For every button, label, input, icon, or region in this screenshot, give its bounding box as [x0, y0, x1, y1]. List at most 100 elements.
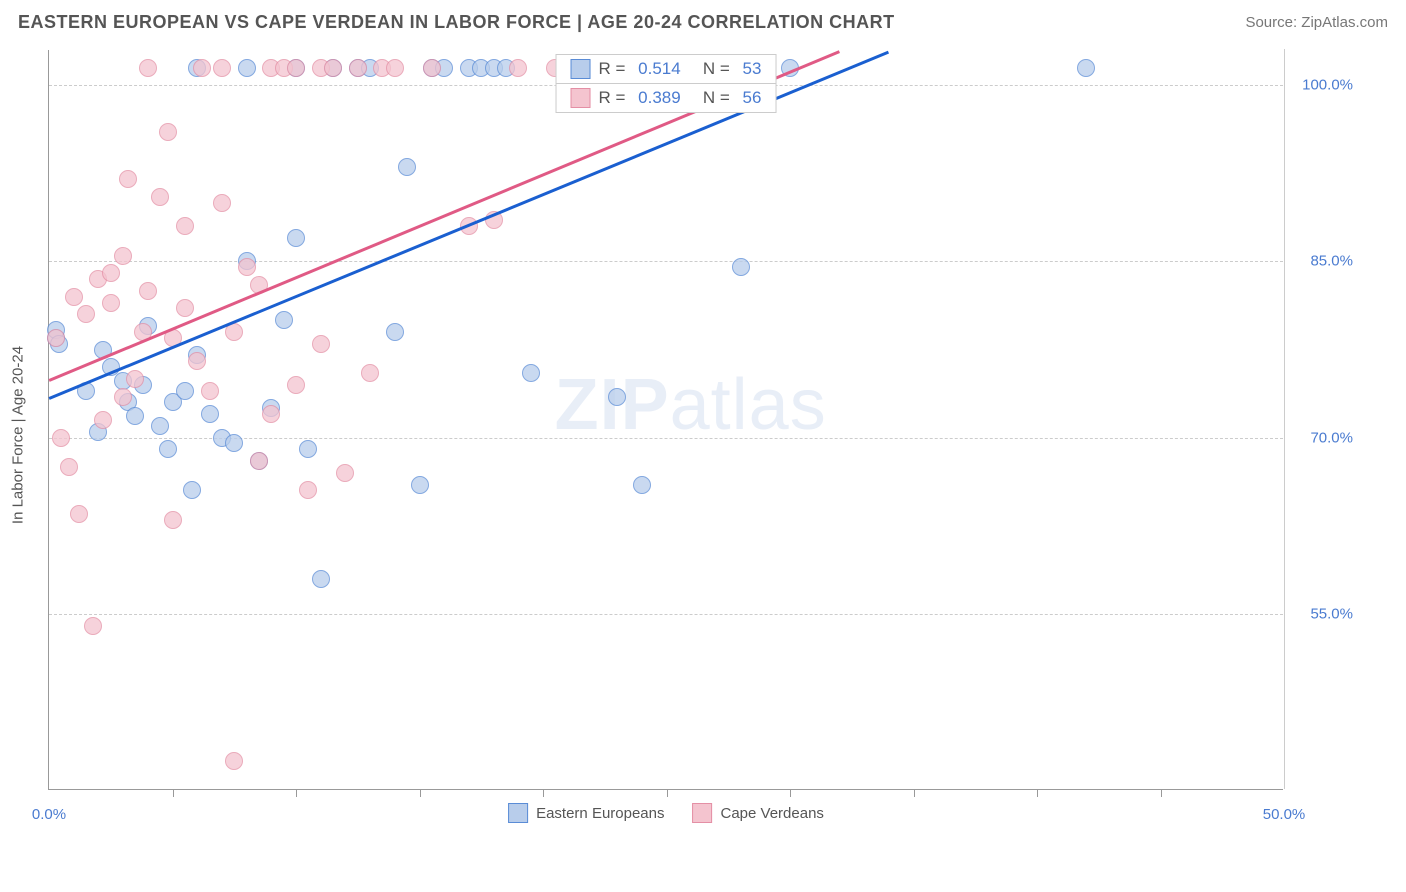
data-point	[238, 258, 256, 276]
r-label: R =	[599, 88, 631, 108]
data-point	[250, 452, 268, 470]
legend-swatch	[571, 88, 591, 108]
x-tick-label: 50.0%	[1263, 806, 1306, 823]
data-point	[225, 752, 243, 770]
data-point	[183, 481, 201, 499]
data-point	[119, 170, 137, 188]
data-point	[159, 440, 177, 458]
data-point	[139, 282, 157, 300]
watermark-light: atlas	[670, 365, 827, 445]
data-point	[262, 405, 280, 423]
data-point	[1077, 59, 1095, 77]
data-point	[349, 59, 367, 77]
data-point	[77, 305, 95, 323]
data-point	[312, 335, 330, 353]
data-point	[126, 370, 144, 388]
x-tick-label: 0.0%	[32, 806, 66, 823]
y-axis-label: In Labor Force | Age 20-24	[10, 346, 27, 524]
data-point	[188, 352, 206, 370]
y-tick-label: 100.0%	[1293, 77, 1353, 94]
data-point	[52, 429, 70, 447]
x-tick-mark	[173, 789, 174, 797]
data-point	[47, 329, 65, 347]
series-legend: Eastern Europeans Cape Verdeans	[508, 803, 824, 823]
data-point	[114, 247, 132, 265]
data-point	[213, 194, 231, 212]
data-point	[126, 407, 144, 425]
data-point	[151, 417, 169, 435]
data-point	[608, 388, 626, 406]
x-tick-mark	[1161, 789, 1162, 797]
r-value: 0.514	[638, 59, 681, 79]
data-point	[213, 59, 231, 77]
chart-area: In Labor Force | Age 20-24 ZIPatlas R = …	[48, 50, 1368, 820]
n-value: 56	[743, 88, 762, 108]
data-point	[522, 364, 540, 382]
legend-label: Eastern Europeans	[536, 805, 664, 822]
data-point	[60, 458, 78, 476]
y-tick-label: 55.0%	[1293, 605, 1353, 622]
legend-item: Eastern Europeans	[508, 803, 664, 823]
x-tick-mark	[420, 789, 421, 797]
watermark: ZIPatlas	[555, 364, 827, 446]
watermark-bold: ZIP	[555, 365, 670, 445]
data-point	[324, 59, 342, 77]
data-point	[176, 217, 194, 235]
r-value: 0.389	[638, 88, 681, 108]
legend-swatch	[693, 803, 713, 823]
chart-source: Source: ZipAtlas.com	[1245, 14, 1388, 31]
gridline	[49, 261, 1283, 262]
n-label: N =	[689, 59, 735, 79]
data-point	[238, 59, 256, 77]
data-point	[164, 511, 182, 529]
data-point	[176, 299, 194, 317]
correlation-legend-row: R = 0.389 N = 56	[556, 83, 777, 113]
data-point	[84, 617, 102, 635]
y-tick-label: 85.0%	[1293, 253, 1353, 270]
data-point	[201, 382, 219, 400]
r-label: R =	[599, 59, 631, 79]
data-point	[201, 405, 219, 423]
data-point	[225, 434, 243, 452]
data-point	[159, 123, 177, 141]
correlation-legend-row: R = 0.514 N = 53	[556, 54, 777, 84]
legend-item: Cape Verdeans	[693, 803, 824, 823]
legend-swatch	[571, 59, 591, 79]
data-point	[633, 476, 651, 494]
y-tick-label: 70.0%	[1293, 429, 1353, 446]
data-point	[509, 59, 527, 77]
n-value: 53	[743, 59, 762, 79]
data-point	[102, 294, 120, 312]
x-tick-mark	[914, 789, 915, 797]
data-point	[411, 476, 429, 494]
data-point	[151, 188, 169, 206]
x-tick-mark	[543, 789, 544, 797]
right-edge	[1284, 49, 1285, 789]
x-tick-mark	[1037, 789, 1038, 797]
data-point	[287, 59, 305, 77]
data-point	[102, 264, 120, 282]
data-point	[423, 59, 441, 77]
data-point	[312, 570, 330, 588]
x-tick-mark	[667, 789, 668, 797]
chart-header: EASTERN EUROPEAN VS CAPE VERDEAN IN LABO…	[18, 12, 1388, 33]
data-point	[299, 481, 317, 499]
n-label: N =	[689, 88, 735, 108]
data-point	[275, 311, 293, 329]
data-point	[114, 388, 132, 406]
data-point	[287, 376, 305, 394]
data-point	[386, 323, 404, 341]
data-point	[398, 158, 416, 176]
scatter-plot: ZIPatlas R = 0.514 N = 53R = 0.389 N = 5…	[48, 50, 1283, 790]
data-point	[386, 59, 404, 77]
data-point	[94, 411, 112, 429]
correlation-legend: R = 0.514 N = 53R = 0.389 N = 56	[556, 54, 777, 113]
legend-swatch	[508, 803, 528, 823]
data-point	[193, 59, 211, 77]
x-tick-mark	[790, 789, 791, 797]
gridline	[49, 614, 1283, 615]
data-point	[139, 59, 157, 77]
data-point	[176, 382, 194, 400]
data-point	[361, 364, 379, 382]
data-point	[732, 258, 750, 276]
